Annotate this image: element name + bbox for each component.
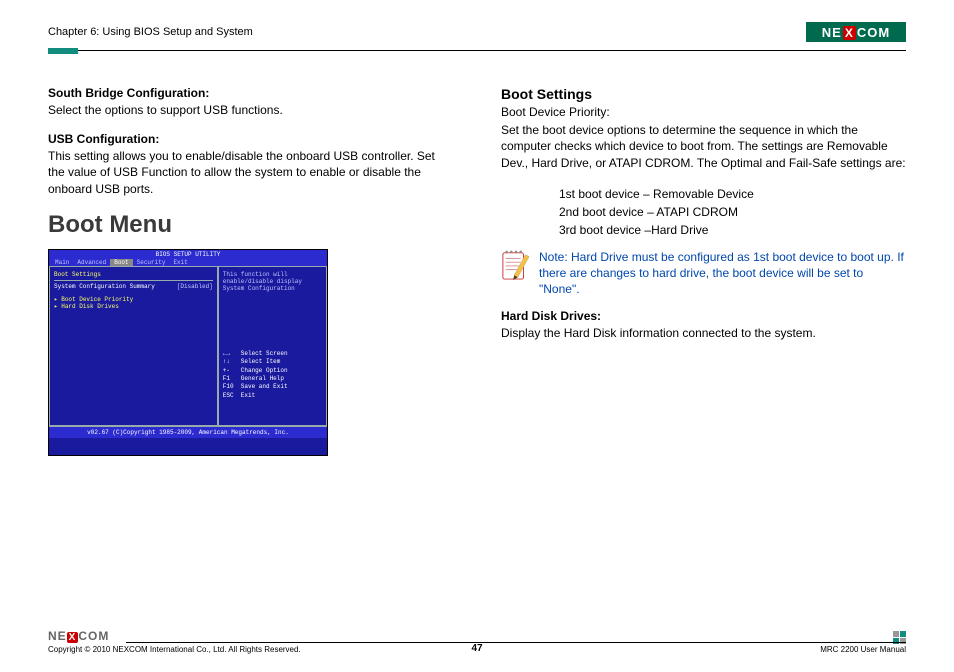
bios-right-pane: This function will enable/disable displa… — [218, 266, 327, 426]
bios-key-general-help: General Help — [241, 375, 284, 383]
south-bridge-heading: South Bridge Configuration: — [48, 86, 453, 100]
bios-key-f10: F10 — [223, 383, 241, 391]
bios-key-esc: ESC — [223, 392, 241, 400]
bios-key-save-exit: Save and Exit — [241, 383, 288, 391]
bios-tabs: Main Advanced Boot Security Exit — [49, 259, 327, 266]
logo-ne: NE — [822, 25, 842, 40]
logo-x-icon: X — [843, 26, 856, 40]
copyright-text: Copyright © 2010 NEXCOM International Co… — [48, 645, 301, 654]
bios-tab-security: Security — [133, 259, 170, 266]
hard-disk-body: Display the Hard Disk information connec… — [501, 325, 906, 341]
note-text: Note: Hard Drive must be configured as 1… — [539, 249, 906, 298]
usb-config-heading: USB Configuration: — [48, 132, 453, 146]
bios-key-change-option: Change Option — [241, 367, 288, 375]
bios-help-2: enable/disable display — [223, 278, 322, 285]
right-column: Boot Settings Boot Device Priority: Set … — [501, 86, 906, 456]
bios-key-f1: F1 — [223, 375, 241, 383]
manual-name: MRC 2200 User Manual — [820, 645, 906, 654]
hard-disk-heading: Hard Disk Drives: — [501, 309, 906, 323]
notepad-pencil-icon — [501, 249, 531, 281]
boot-device-3: 3rd boot device –Hard Drive — [559, 221, 906, 239]
bios-key-arrows-lr: ←→ — [223, 350, 241, 358]
boot-device-1: 1st boot device – Removable Device — [559, 185, 906, 203]
nexcom-logo-top: NEXCOM — [806, 22, 906, 42]
boot-settings-heading: Boot Settings — [501, 86, 906, 102]
left-column: South Bridge Configuration: Select the o… — [48, 86, 453, 456]
bios-footer: v02.67 (C)Copyright 1985-2009, American … — [49, 426, 327, 438]
footer-logo-com: COM — [78, 629, 109, 643]
nexcom-logo-bottom: NEXCOM — [48, 629, 126, 643]
bios-left-pane: Boot Settings System Configuration Summa… — [49, 266, 218, 426]
bios-key-exit: Exit — [241, 392, 255, 400]
note-box: Note: Hard Drive must be configured as 1… — [501, 249, 906, 298]
bios-key-arrows-ud: ↑↓ — [223, 358, 241, 366]
bios-key-help: ←→Select Screen ↑↓Select Item +-Change O… — [223, 350, 322, 400]
bios-key-plusminus: +- — [223, 367, 241, 375]
boot-menu-heading: Boot Menu — [48, 211, 453, 239]
bios-section: Boot Settings — [54, 271, 213, 278]
header-rule — [48, 48, 906, 54]
south-bridge-body: Select the options to support USB functi… — [48, 102, 453, 118]
boot-priority-body: Set the boot device options to determine… — [501, 122, 906, 171]
logo-com: COM — [857, 25, 890, 40]
bios-title: BIOS SETUP UTILITY — [49, 250, 327, 259]
page-number: 47 — [471, 643, 482, 654]
bios-tab-exit: Exit — [169, 259, 191, 266]
bios-item-hard-disk: ▸ Hard Disk Drives — [54, 303, 213, 310]
chapter-title: Chapter 6: Using BIOS Setup and System — [48, 26, 253, 38]
bios-help-1: This function will — [223, 271, 322, 278]
bios-tab-main: Main — [51, 259, 73, 266]
bios-key-select-item: Select Item — [241, 358, 281, 366]
bios-item-boot-priority: ▸ Boot Device Priority — [54, 296, 213, 303]
bios-cfg-value: [Disabled] — [177, 283, 213, 290]
boot-priority-label: Boot Device Priority: — [501, 104, 906, 120]
bios-screenshot: BIOS SETUP UTILITY Main Advanced Boot Se… — [48, 249, 328, 456]
usb-config-body: This setting allows you to enable/disabl… — [48, 148, 453, 197]
bios-key-select-screen: Select Screen — [241, 350, 288, 358]
bios-tab-advanced: Advanced — [73, 259, 110, 266]
page-footer: NEXCOM Copyright © 2010 NEXCOM Internati… — [48, 629, 906, 654]
boot-device-2: 2nd boot device – ATAPI CDROM — [559, 203, 906, 221]
bios-help-3: System Configuration — [223, 285, 322, 292]
footer-logo-x-icon: X — [67, 632, 79, 643]
footer-logo-ne: NE — [48, 629, 67, 643]
bios-cfg-label: System Configuration Summary — [54, 283, 155, 290]
bios-tab-boot: Boot — [110, 259, 132, 266]
